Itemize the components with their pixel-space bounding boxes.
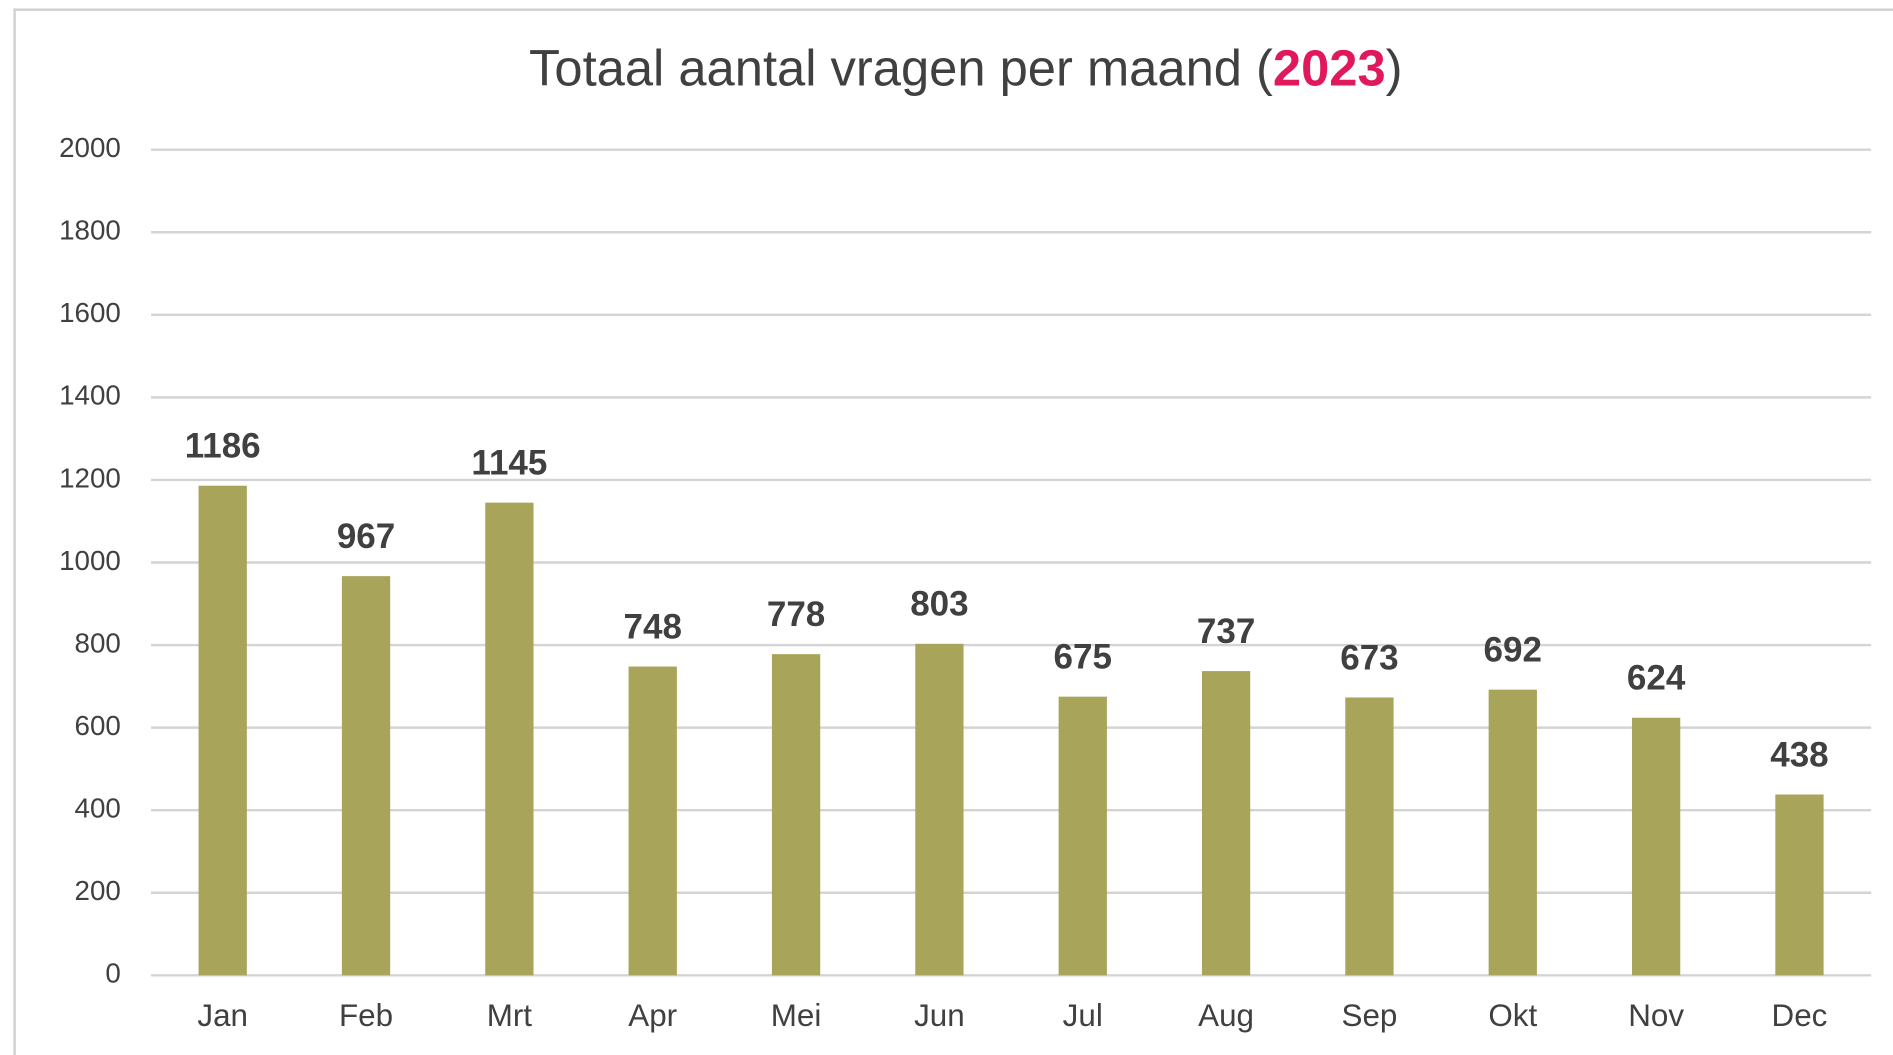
data-label: 692 — [1484, 630, 1542, 669]
bar — [1631, 717, 1681, 976]
bar — [1345, 697, 1394, 976]
data-label: 803 — [910, 585, 968, 624]
x-tick-label: Nov — [1628, 998, 1684, 1033]
data-label: 675 — [1054, 638, 1112, 677]
y-tick-label: 2000 — [59, 132, 121, 163]
y-tick-label: 1800 — [59, 215, 121, 246]
bar — [771, 654, 821, 976]
y-tick-label: 800 — [75, 627, 121, 658]
bar — [1488, 689, 1537, 976]
data-label: 778 — [767, 595, 825, 634]
bar — [628, 666, 677, 976]
x-tick-label: Mrt — [487, 998, 533, 1033]
x-tick-label: Jul — [1063, 998, 1103, 1033]
x-tick-label: Jun — [914, 998, 965, 1033]
bar — [1058, 696, 1107, 976]
title-year: 2023 — [1273, 40, 1386, 97]
x-tick-label: Apr — [628, 998, 677, 1033]
y-tick-label: 1600 — [59, 297, 121, 328]
x-tick-label: Aug — [1198, 998, 1254, 1033]
title-text: ) — [1386, 40, 1403, 97]
bar — [1775, 794, 1824, 976]
y-tick-label: 1400 — [59, 380, 121, 411]
y-tick-label: 0 — [105, 958, 120, 989]
data-label: 1145 — [471, 443, 547, 482]
bar — [198, 485, 247, 976]
x-tick-label: Jan — [197, 998, 248, 1033]
data-label: 967 — [337, 517, 395, 556]
x-tick-label: Dec — [1772, 998, 1828, 1033]
x-tick-label: Okt — [1488, 998, 1537, 1033]
y-tick-label: 600 — [75, 710, 121, 741]
data-label: 673 — [1340, 638, 1398, 677]
data-label: 737 — [1197, 612, 1255, 651]
data-label: 748 — [624, 607, 682, 646]
data-label: 624 — [1627, 659, 1686, 698]
y-tick-label: 1000 — [59, 545, 121, 576]
data-label: 438 — [1770, 735, 1828, 774]
bar — [915, 643, 964, 976]
title-text: Totaal aantal vragen per maand ( — [529, 40, 1273, 97]
bar — [1201, 671, 1251, 976]
x-tick-label: Mei — [771, 998, 822, 1033]
y-tick-label: 400 — [75, 793, 121, 824]
chart-border — [13, 8, 1893, 1055]
x-tick-label: Feb — [339, 998, 393, 1033]
chart-title: Totaal aantal vragen per maand (2023) — [529, 40, 1403, 97]
bar — [341, 576, 391, 976]
y-tick-label: 1200 — [59, 462, 121, 493]
data-label: 1186 — [185, 427, 261, 466]
bar — [485, 502, 534, 976]
y-tick-label: 200 — [75, 875, 121, 906]
x-tick-label: Sep — [1342, 998, 1398, 1033]
